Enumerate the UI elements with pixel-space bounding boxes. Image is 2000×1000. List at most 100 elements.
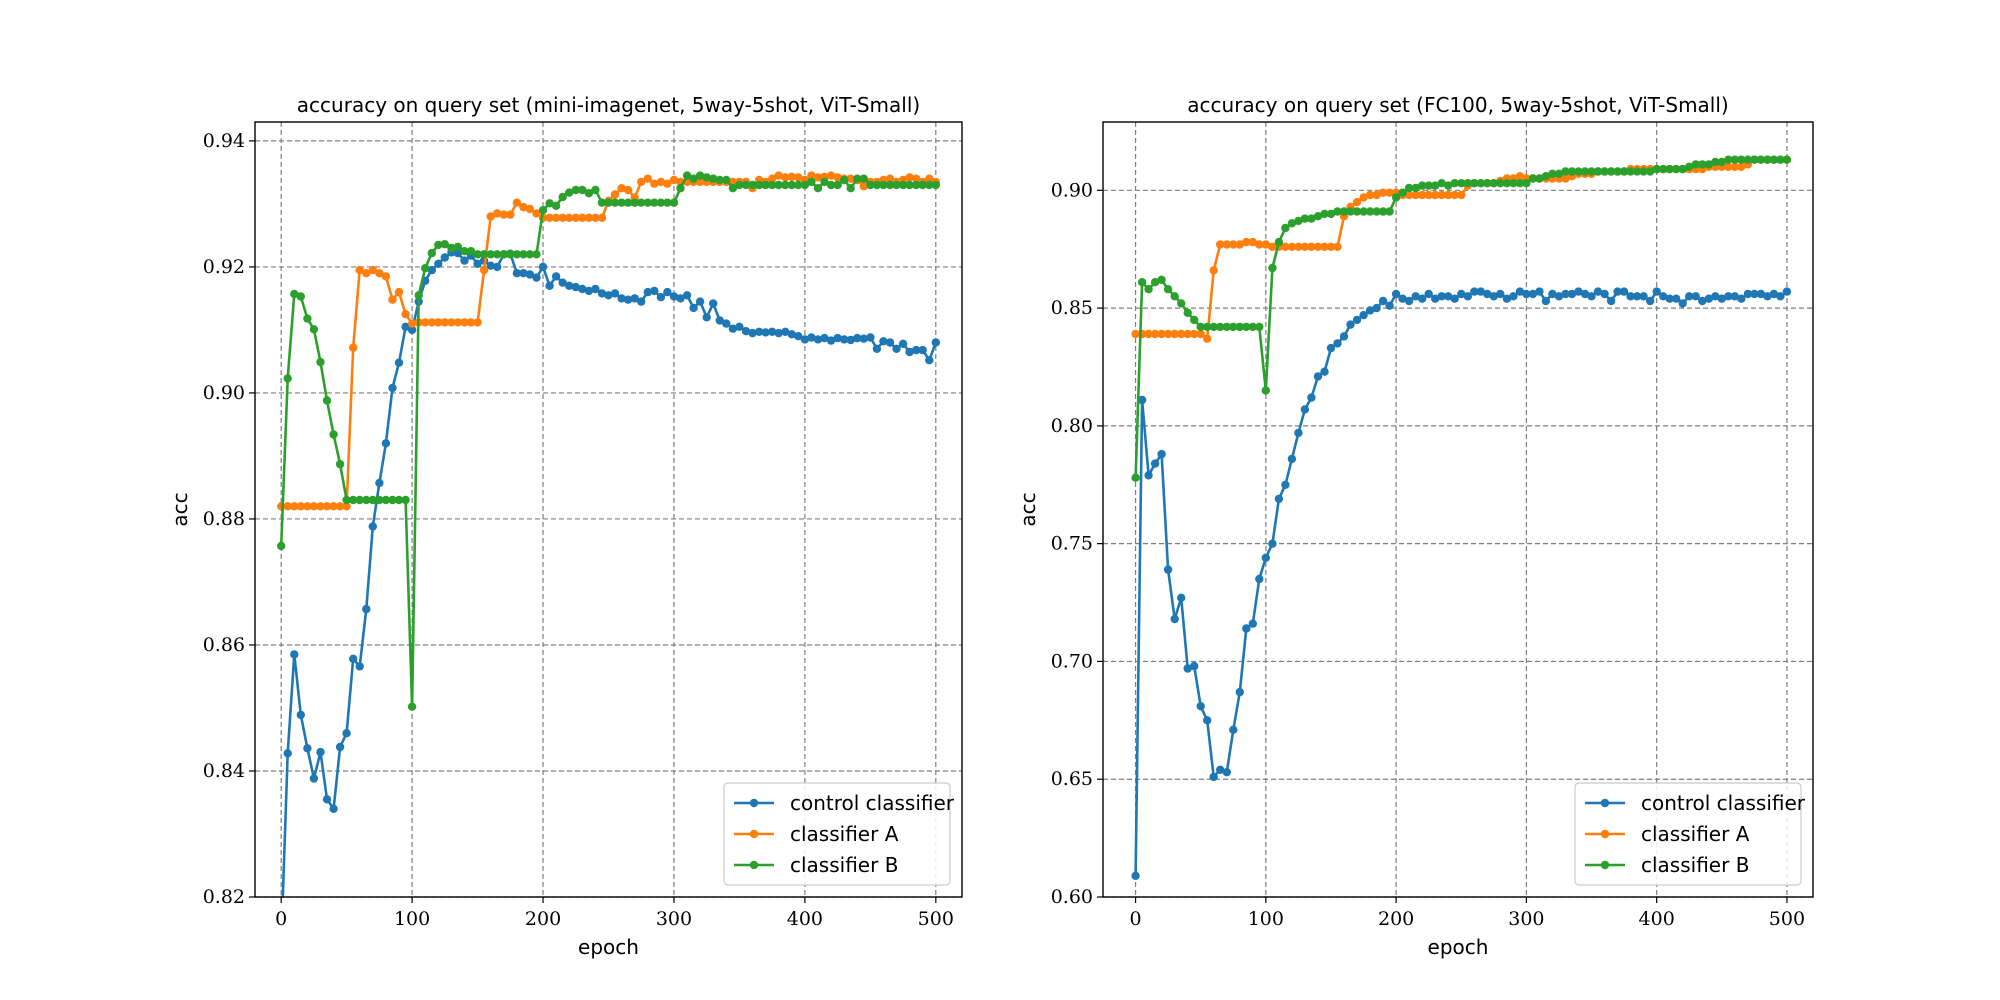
data-point [1509, 179, 1518, 188]
data-point [1177, 329, 1186, 339]
data-point [466, 318, 476, 327]
data-point [545, 281, 554, 290]
data-point [1163, 565, 1173, 574]
data-point [427, 265, 436, 275]
data-point [1444, 181, 1453, 190]
data-point [912, 174, 921, 183]
data-point [283, 374, 292, 383]
data-point [506, 210, 515, 219]
x-tick-label: 100 [1248, 908, 1284, 930]
data-point [519, 202, 528, 212]
axes-frame [1102, 121, 1814, 898]
data-point [460, 247, 469, 256]
data-point [493, 209, 502, 218]
data-point [316, 357, 325, 367]
data-point [591, 185, 600, 195]
data-point [1567, 167, 1577, 176]
data-point [290, 502, 299, 511]
data-point [859, 174, 868, 183]
data-point [768, 174, 777, 183]
data-point [1203, 334, 1212, 343]
data-point [1444, 292, 1453, 301]
data-point [1137, 278, 1147, 287]
data-point [1431, 190, 1440, 200]
data-point [1326, 343, 1336, 353]
data-point [1776, 155, 1785, 164]
data-point [1567, 289, 1577, 299]
data-point [1444, 190, 1453, 200]
data-point [1457, 190, 1466, 200]
data-point [1606, 167, 1616, 176]
data-point [440, 318, 449, 327]
data-point [623, 295, 633, 304]
data-point [781, 180, 790, 190]
data-point [499, 210, 508, 219]
x-tick-label: 500 [918, 908, 954, 930]
data-point [879, 180, 888, 190]
data-point [741, 327, 751, 336]
data-point [1313, 242, 1323, 251]
data-point [1756, 289, 1766, 299]
data-point [669, 292, 679, 301]
legend-marker [1600, 798, 1610, 808]
data-point [637, 198, 646, 207]
data-point [401, 495, 410, 505]
data-point [1711, 292, 1720, 301]
data-point [1131, 473, 1140, 482]
data-point [813, 173, 823, 182]
data-point [1502, 294, 1512, 303]
data-point [1554, 169, 1564, 178]
data-point [571, 213, 580, 222]
data-point [1209, 322, 1218, 332]
data-point [1144, 471, 1153, 480]
data-point [460, 318, 469, 327]
data-point [1313, 372, 1323, 381]
data-point [885, 338, 895, 347]
legend-entry: classifier B [1585, 853, 1749, 877]
data-point [1450, 179, 1459, 188]
data-point [421, 318, 430, 327]
data-point [794, 173, 803, 182]
y-tick-label: 0.60 [1051, 886, 1093, 908]
data-point [493, 262, 502, 272]
data-point [401, 322, 410, 331]
data-point [1769, 155, 1779, 164]
data-point [1730, 292, 1740, 301]
data-point [447, 243, 456, 253]
data-point [1157, 449, 1166, 459]
data-point [309, 774, 319, 783]
data-point [1750, 289, 1759, 299]
data-point [1339, 332, 1349, 341]
data-point [1248, 619, 1258, 628]
data-point [813, 335, 823, 344]
data-point [1782, 287, 1792, 296]
data-point [1535, 174, 1544, 183]
data-point [689, 174, 698, 183]
data-point [1294, 216, 1303, 226]
data-point [1606, 296, 1616, 306]
data-point [1307, 214, 1316, 223]
y-tick-label: 0.86 [203, 634, 245, 656]
data-point [1457, 289, 1466, 299]
data-point [722, 319, 731, 328]
data-point [1398, 294, 1407, 303]
data-point [479, 250, 489, 259]
data-point [774, 180, 783, 190]
x-tick-label: 400 [1639, 908, 1675, 930]
data-point [931, 180, 940, 190]
series-classifier-A [277, 171, 940, 511]
data-point [637, 297, 646, 306]
data-point [565, 188, 574, 197]
data-point [394, 358, 404, 367]
data-point [918, 345, 927, 355]
data-point [1196, 329, 1205, 339]
data-point [584, 286, 594, 296]
data-point [466, 247, 476, 256]
data-point [787, 330, 796, 339]
data-point [925, 180, 934, 190]
y-tick-label: 0.65 [1051, 768, 1093, 790]
data-point [1672, 294, 1681, 303]
data-point [1587, 292, 1596, 301]
data-point [440, 240, 449, 249]
data-point [925, 356, 934, 365]
